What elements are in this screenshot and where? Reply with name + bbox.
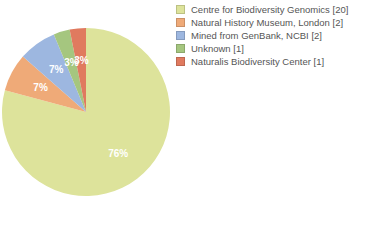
- svg-text:7%: 7%: [49, 64, 64, 75]
- html-text:Naturalis Biodiversity Center: Naturalis Biodiversity Center [1]: [191, 56, 325, 67]
- svg-text:7%: 7%: [33, 82, 48, 93]
- html-text:Natural History Museum, London: Natural History Museum, London [2]: [191, 17, 344, 28]
- svg-text:3%: 3%: [74, 55, 89, 66]
- svg-text:3%: 3%: [64, 56, 79, 68]
- html-text:Unknown [1]: Unknown [1]: [191, 43, 244, 54]
- svg-text:76%: 76%: [108, 148, 128, 159]
- html-text:Centre for Biodiversity Genomi: Centre for Biodiversity Genomics [20]: [191, 4, 349, 15]
- html-text:Mined from GenBank, NCBI [2]: Mined from GenBank, NCBI [2]: [191, 30, 322, 41]
